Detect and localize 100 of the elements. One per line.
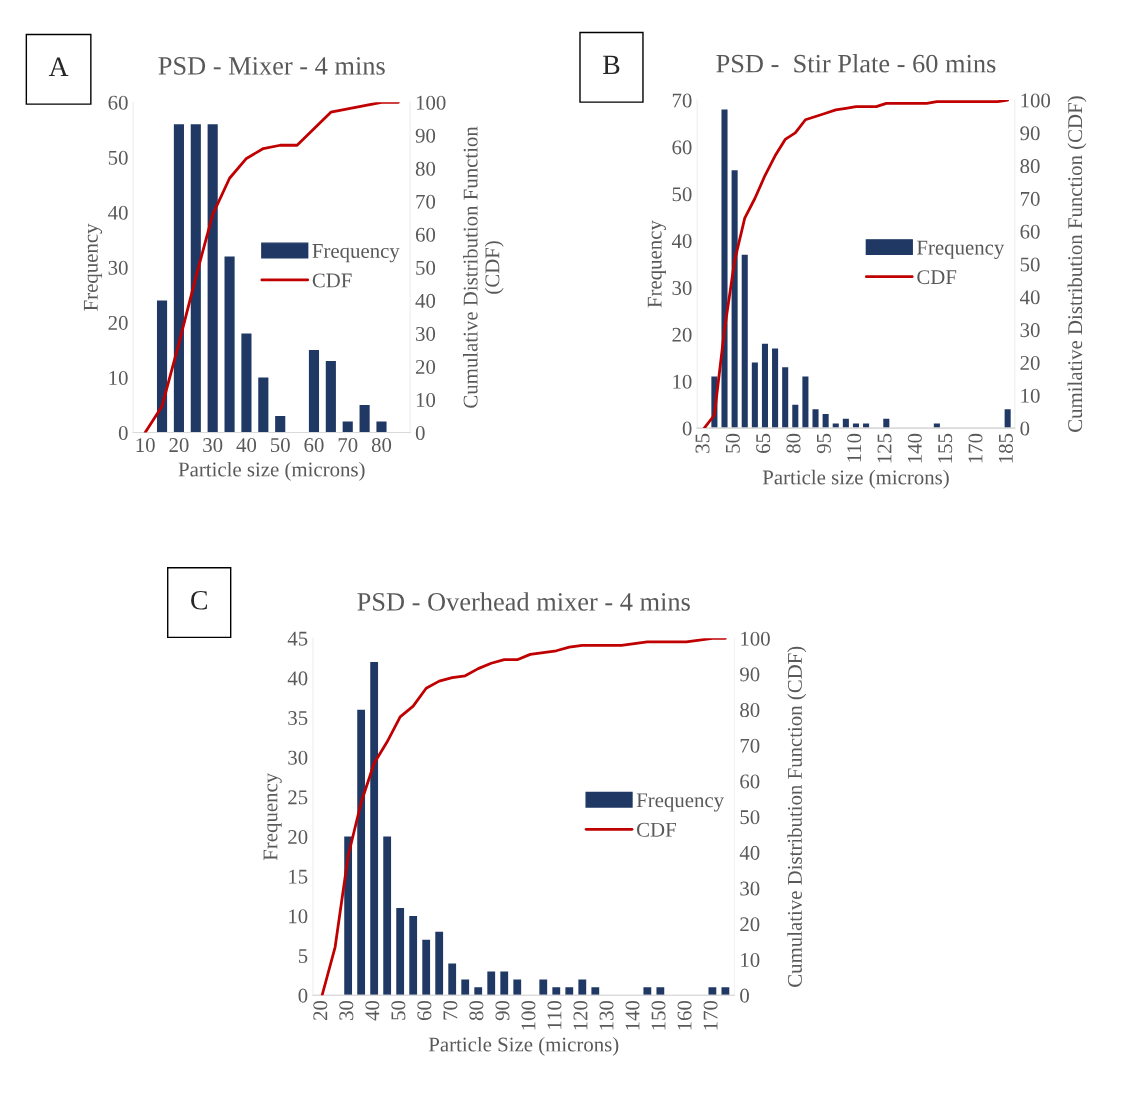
x-tick-label: 10 [136, 438, 155, 453]
bar [207, 124, 218, 433]
y-tick-label: 60 [108, 95, 128, 110]
y2-axis-title: Cumulative Distribution Function (CDF) [462, 126, 504, 408]
x-tick-label: 160 [677, 1000, 692, 1030]
bar [708, 987, 717, 996]
x-tick-label: 70 [443, 1000, 458, 1020]
bar [422, 939, 431, 996]
y2-axis-title: Cumilative Distribution Function (CDF) [1067, 96, 1087, 432]
x-tick-label: 170 [968, 433, 983, 463]
bar [487, 971, 496, 996]
bar [721, 987, 730, 996]
bar [731, 170, 738, 429]
y-tick-label: 40 [108, 205, 128, 220]
x-tick-label: 80 [786, 433, 801, 454]
y2-tick-label: 50 [740, 810, 760, 825]
y2-tick-label: 80 [1020, 159, 1040, 174]
y2-tick-label: 60 [1020, 224, 1040, 239]
x-tick-label: 155 [938, 433, 953, 463]
y2-tick-label: 30 [1020, 323, 1040, 338]
y2-tick-label: 20 [740, 917, 760, 932]
text: A [48, 57, 69, 76]
y-tick-label: 0 [298, 988, 308, 1003]
y-tick-label: 50 [108, 150, 128, 165]
x-tick-label: 30 [203, 438, 223, 453]
bar [812, 409, 819, 429]
y-tick-label: 70 [672, 93, 692, 108]
x-tick-label: 140 [625, 1000, 640, 1030]
y-tick-label: 0 [682, 421, 692, 436]
x-tick-label: 130 [599, 1000, 614, 1030]
y2-tick-label: 90 [1020, 126, 1040, 141]
y-tick-label: 15 [289, 869, 308, 884]
x-tick-label: 50 [271, 438, 290, 453]
x-tick-label: 35 [695, 433, 710, 453]
y-tick-label: 40 [287, 671, 308, 686]
y-tick-label: 30 [288, 750, 308, 765]
y2-tick-label: 30 [416, 326, 436, 341]
bar [751, 362, 758, 429]
bar [241, 333, 252, 433]
chart-title: PSD - Overhead mixer - 4 mins [357, 592, 690, 611]
legend-label: Frequency [312, 244, 400, 263]
y-tick-label: 60 [672, 140, 692, 155]
y2-tick-label: 70 [416, 194, 436, 209]
bar [1004, 409, 1011, 429]
bar [500, 971, 509, 996]
y-tick-label: 5 [298, 949, 308, 964]
x-tick-label: 65 [756, 433, 771, 453]
y-tick-label: 35 [288, 711, 308, 726]
y-axis-title: Frequency [83, 223, 103, 311]
bar [591, 987, 600, 996]
bar [761, 343, 768, 429]
x-tick-label: 90 [495, 1000, 510, 1021]
y2-tick-label: 0 [415, 425, 425, 440]
y-tick-label: 45 [287, 631, 308, 646]
x-tick-label: 40 [236, 438, 257, 453]
x-tick-label: 150 [651, 1000, 666, 1030]
y2-tick-label: 100 [1021, 93, 1051, 108]
bar [578, 979, 587, 996]
y-tick-label: 10 [289, 909, 308, 924]
y-tick-label: 40 [671, 234, 692, 249]
y-axis-title: Frequency [647, 220, 666, 308]
y2-tick-label: 20 [415, 359, 436, 374]
x-tick-label: 80 [371, 438, 392, 453]
bar [156, 300, 168, 433]
y2-tick-label: 70 [1020, 191, 1040, 206]
bar [396, 907, 405, 996]
x-tick-label: 185 [998, 433, 1013, 463]
y2-tick-label: 40 [1020, 290, 1040, 305]
bar [435, 931, 444, 996]
x-tick-label: 70 [338, 438, 358, 453]
legend-label: Frequency [636, 793, 724, 812]
y-axis-title: Frequency [263, 772, 282, 861]
bar [565, 987, 574, 996]
bar [376, 421, 387, 433]
y2-tick-label: 10 [1021, 388, 1040, 403]
bar [357, 709, 366, 996]
bar [370, 662, 379, 996]
bar [190, 124, 201, 433]
bar [308, 350, 320, 433]
chart-title: PSD - Stir Plate - 60 mins [716, 53, 996, 73]
text: C [191, 590, 207, 610]
bar [643, 987, 652, 996]
x-axis-title: Particle Size (microns) [428, 1036, 619, 1056]
x-tick-label: 60 [417, 1000, 432, 1021]
y2-tick-label: 20 [1020, 355, 1040, 370]
x-tick-label: 50 [725, 433, 740, 453]
y2-tick-label: 80 [415, 161, 436, 176]
x-tick-label: 80 [469, 1000, 484, 1021]
y2-tick-label: 80 [740, 703, 760, 718]
y2-tick-label: 50 [1020, 257, 1040, 272]
line-series [702, 100, 1010, 429]
bar [552, 987, 561, 996]
bar [224, 256, 235, 433]
y2-tick-label: 100 [741, 631, 770, 646]
y-tick-label: 50 [672, 187, 692, 202]
bar [409, 915, 418, 996]
y-tick-label: 30 [108, 260, 128, 275]
bar [721, 109, 728, 429]
x-tick-label: 50 [391, 1000, 406, 1020]
y-tick-label: 25 [288, 790, 308, 805]
